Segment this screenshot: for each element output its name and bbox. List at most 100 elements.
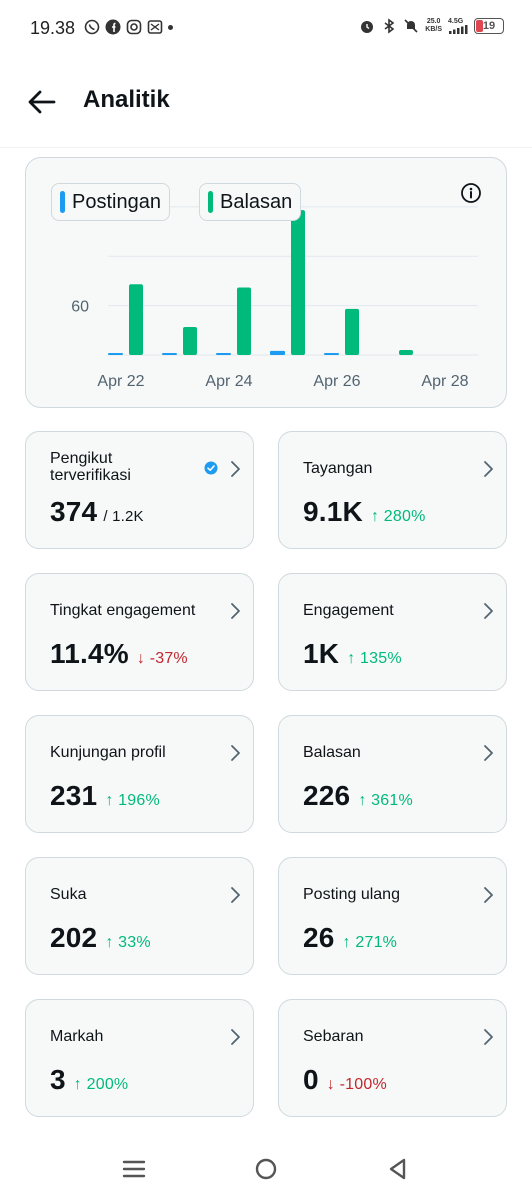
legend-balasan[interactable]: Balasan bbox=[199, 183, 302, 221]
network-type: 4.5G bbox=[448, 18, 464, 25]
stat-card[interactable]: Pengikut terverifikasi 374 / 1.2K bbox=[25, 431, 254, 549]
stat-label: Markah bbox=[50, 1028, 104, 1045]
stat-card[interactable]: Suka 202 ↑ 33% bbox=[25, 857, 254, 975]
stat-card[interactable]: Posting ulang 26 ↑ 271% bbox=[278, 857, 507, 975]
x-tick-label: Apr 22 bbox=[97, 373, 144, 390]
stat-change: ↑ 361% bbox=[358, 792, 413, 809]
stat-card[interactable]: Balasan 226 ↑ 361% bbox=[278, 715, 507, 833]
stat-change: ↓ -100% bbox=[326, 1076, 387, 1093]
bar-balasan[interactable] bbox=[237, 287, 251, 355]
alarm-icon bbox=[359, 18, 375, 34]
whatsapp-icon bbox=[84, 19, 100, 35]
chevron-right-icon bbox=[231, 461, 240, 477]
battery-level: 19 bbox=[482, 20, 496, 32]
stat-value-row: 9.1K ↑ 280% bbox=[303, 496, 426, 528]
stat-label: Balasan bbox=[303, 744, 361, 761]
x-tick-label: Apr 24 bbox=[205, 373, 252, 390]
legend-swatch-postingan bbox=[60, 191, 65, 213]
bar-balasan[interactable] bbox=[129, 284, 143, 355]
legend-label-postingan: Postingan bbox=[72, 190, 161, 213]
stat-card[interactable]: Tingkat engagement 11.4% ↓ -37% bbox=[25, 573, 254, 691]
bar-balasan[interactable] bbox=[345, 308, 359, 355]
x-tick-label: Apr 26 bbox=[313, 373, 360, 390]
stat-value-row: 374 / 1.2K bbox=[50, 496, 144, 528]
legend-label-balasan: Balasan bbox=[220, 190, 293, 213]
bar-balasan[interactable] bbox=[291, 210, 305, 355]
status-right-icons: 25.0 KB/S 4.5G 19 bbox=[359, 18, 504, 34]
stat-card[interactable]: Kunjungan profil 231 ↑ 196% bbox=[25, 715, 254, 833]
stat-value-row: 3 ↑ 200% bbox=[50, 1064, 128, 1096]
chevron-right-icon bbox=[484, 603, 493, 619]
stat-value: 231 bbox=[50, 780, 98, 811]
stat-value-row: 231 ↑ 196% bbox=[50, 780, 160, 812]
chevron-right-icon bbox=[231, 887, 240, 903]
system-back-button[interactable] bbox=[383, 1154, 413, 1184]
page-title: Analitik bbox=[83, 86, 170, 113]
stat-card[interactable]: Tayangan 9.1K ↑ 280% bbox=[278, 431, 507, 549]
bar-postingan[interactable] bbox=[324, 353, 339, 355]
stat-total: / 1.2K bbox=[103, 508, 144, 525]
facebook-icon bbox=[105, 19, 121, 35]
stat-label: Tayangan bbox=[303, 460, 373, 477]
recents-button[interactable] bbox=[119, 1154, 149, 1184]
stat-value-row: 1K ↑ 135% bbox=[303, 638, 402, 670]
stat-label: Pengikut terverifikasi bbox=[50, 450, 131, 484]
stat-label: Sebaran bbox=[303, 1028, 364, 1045]
back-button[interactable] bbox=[26, 86, 58, 118]
stat-value: 9.1K bbox=[303, 496, 363, 527]
home-button[interactable] bbox=[251, 1154, 281, 1184]
stat-card[interactable]: Sebaran 0 ↓ -100% bbox=[278, 999, 507, 1117]
app-notification-icon bbox=[147, 19, 163, 35]
bar-postingan[interactable] bbox=[216, 353, 231, 355]
stat-value-row: 226 ↑ 361% bbox=[303, 780, 413, 812]
app-header: Analitik bbox=[0, 58, 532, 148]
notification-icons bbox=[84, 19, 173, 35]
info-button[interactable] bbox=[460, 182, 482, 204]
stat-value-row: 11.4% ↓ -37% bbox=[50, 638, 188, 670]
x-tick-label: Apr 28 bbox=[421, 373, 468, 390]
stat-card[interactable]: Markah 3 ↑ 200% bbox=[25, 999, 254, 1117]
signal-icon: 4.5G bbox=[448, 18, 468, 34]
chevron-right-icon bbox=[231, 603, 240, 619]
chevron-right-icon bbox=[231, 745, 240, 761]
bar-postingan[interactable] bbox=[162, 353, 177, 355]
stat-change: ↑ 280% bbox=[370, 508, 426, 525]
mute-icon bbox=[403, 18, 419, 34]
stat-value: 226 bbox=[303, 780, 351, 811]
chevron-right-icon bbox=[231, 1029, 240, 1045]
chevron-right-icon bbox=[484, 745, 493, 761]
more-notifications-dot bbox=[168, 24, 173, 30]
bluetooth-icon bbox=[381, 18, 397, 34]
stat-card[interactable]: Engagement 1K ↑ 135% bbox=[278, 573, 507, 691]
stat-change: ↑ 271% bbox=[342, 934, 398, 951]
bar-balasan[interactable] bbox=[183, 327, 197, 355]
stat-label: Engagement bbox=[303, 602, 394, 619]
stat-value: 0 bbox=[303, 1064, 319, 1095]
chevron-right-icon bbox=[484, 1029, 493, 1045]
system-nav-bar bbox=[0, 1140, 532, 1200]
stat-label: Kunjungan profil bbox=[50, 744, 166, 761]
bar-balasan[interactable] bbox=[399, 350, 413, 355]
chevron-right-icon bbox=[484, 461, 493, 477]
stat-label: Tingkat engagement bbox=[50, 602, 196, 619]
stat-value-row: 26 ↑ 271% bbox=[303, 922, 397, 954]
status-bar: 19.38 25.0 KB/S 4.5G bbox=[0, 0, 532, 58]
triangle-back-icon bbox=[389, 1158, 406, 1180]
stat-value-row: 0 ↓ -100% bbox=[303, 1064, 387, 1096]
battery-icon: 19 bbox=[474, 18, 504, 34]
legend-swatch-balasan bbox=[208, 191, 213, 213]
stat-change: ↑ 135% bbox=[347, 650, 402, 667]
stat-change: ↑ 200% bbox=[73, 1076, 129, 1093]
stat-label: Posting ulang bbox=[303, 886, 400, 903]
stat-value: 11.4% bbox=[50, 638, 129, 669]
stat-value: 374 bbox=[50, 496, 98, 527]
status-time: 19.38 bbox=[30, 18, 76, 38]
bar-postingan[interactable] bbox=[270, 350, 285, 355]
stat-change: ↑ 196% bbox=[105, 792, 160, 809]
stat-value: 3 bbox=[50, 1064, 66, 1095]
stat-label: Suka bbox=[50, 886, 87, 903]
bar-postingan[interactable] bbox=[108, 353, 123, 355]
instagram-icon bbox=[126, 19, 142, 35]
legend-postingan[interactable]: Postingan bbox=[51, 183, 170, 221]
